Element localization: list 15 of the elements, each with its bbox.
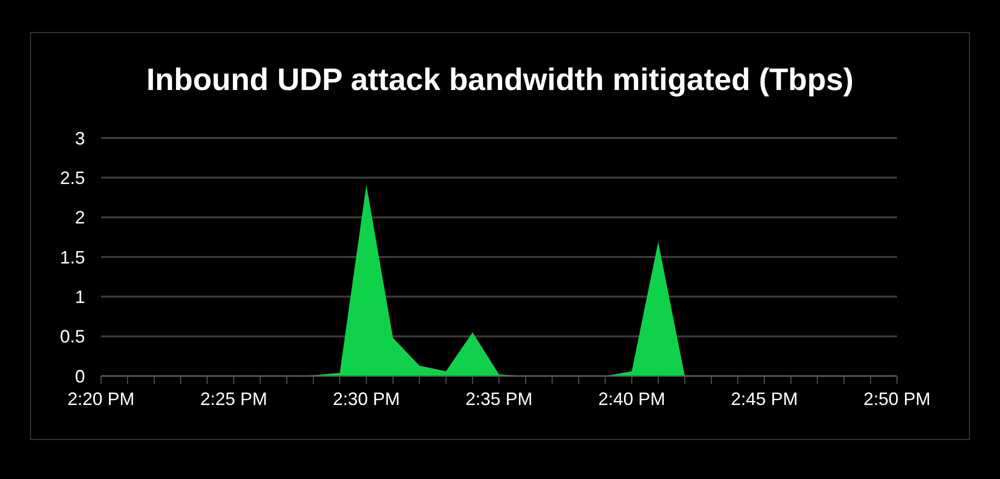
y-tick-label: 2	[74, 208, 85, 228]
x-tick-label: 2:25 PM	[200, 388, 268, 409]
x-tick-label: 2:30 PM	[332, 388, 400, 409]
x-tick-label: 2:45 PM	[730, 388, 798, 409]
y-tick-label: 1	[74, 287, 85, 308]
x-tick-label: 2:40 PM	[598, 388, 666, 409]
y-tick-label: 0.5	[60, 326, 85, 347]
chart-title: Inbound UDP attack bandwidth mitigated (Tbps)	[145, 62, 855, 98]
x-tick-label: 2:50 PM	[863, 388, 931, 409]
x-tick-label: 2:20 PM	[67, 388, 135, 409]
y-tick-label: 1.5	[60, 247, 85, 268]
y-tick-label: 3	[74, 128, 85, 148]
x-tick-label: 2:35 PM	[465, 388, 533, 409]
y-tick-label: 2.5	[60, 168, 85, 188]
y-tick-label: 0	[74, 366, 85, 386]
